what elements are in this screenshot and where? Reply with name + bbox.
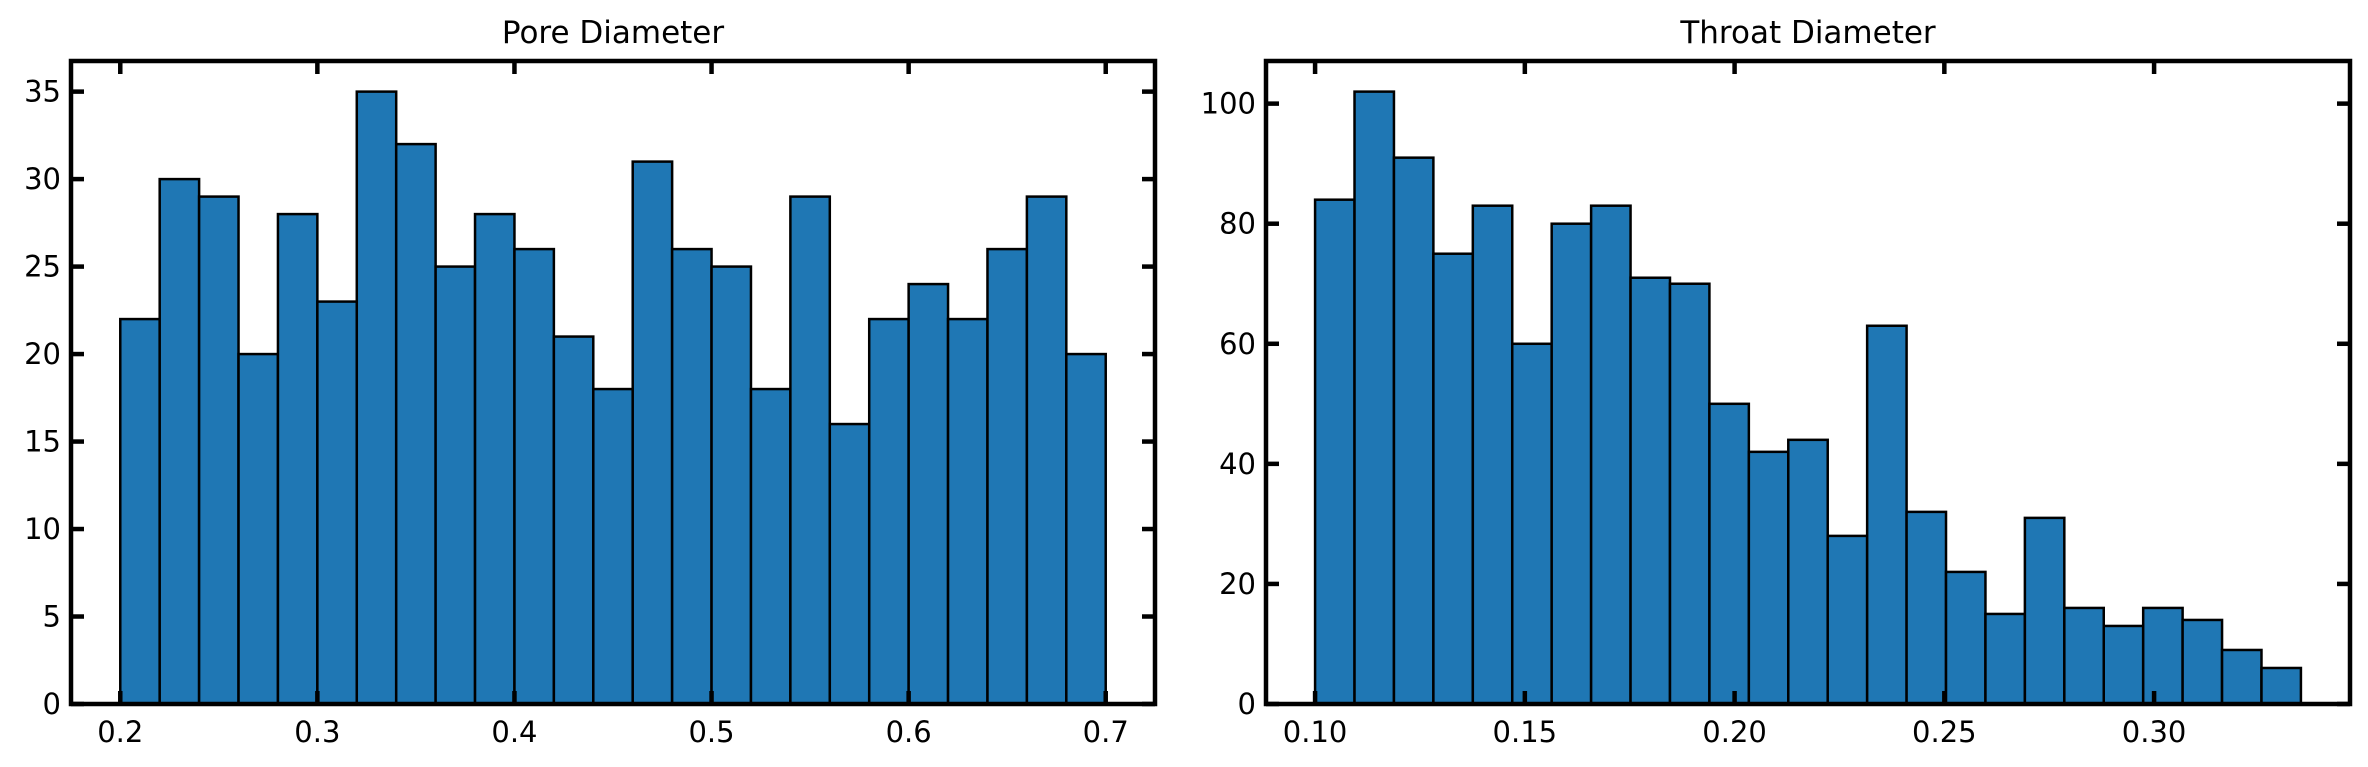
pore-diameter-ytick-label: 10 [24, 512, 61, 546]
pore-diameter-bar [867, 317, 910, 706]
pore-diameter-bar [789, 195, 832, 706]
pore-diameter-bar [1025, 195, 1068, 706]
pore-diameter-bar [434, 265, 477, 706]
pore-diameter-bar [119, 317, 161, 706]
pore-diameter-ytick-label: 25 [24, 250, 61, 284]
throat-diameter-bar [1905, 510, 1948, 706]
pore-diameter-ytick-label: 15 [24, 425, 61, 459]
pore-diameter-bar [710, 265, 753, 706]
pore-diameter-bar [197, 195, 240, 706]
throat-diameter-bar [1865, 324, 1908, 706]
throat-diameter-bar [2023, 516, 2066, 706]
pore-diameter-bar [158, 177, 201, 706]
pore-diameter-bar [552, 335, 595, 706]
pore-diameter-axes-frame [68, 58, 1158, 707]
pore-diameter-title: Pore Diameter [502, 15, 725, 51]
pore-diameter-bar [237, 352, 280, 706]
throat-diameter-ytick-label: 100 [1201, 87, 1256, 121]
pore-diameter-bar [316, 300, 359, 706]
pore-diameter-bar [473, 212, 516, 706]
pore-diameter-bar [276, 212, 319, 706]
throat-diameter-bar [2141, 606, 2184, 706]
throat-diameter-xtick-label: 0.25 [1912, 715, 1977, 749]
pore-diameter-bar [749, 387, 792, 706]
throat-diameter-bar [1432, 252, 1475, 706]
pore-diameter-panel: Pore Diameter 0.2 0.3 0.4 0.5 0.6 0.7 0 5 10 15 20 2… [24, 15, 1158, 749]
pore-diameter-ytick-label: 5 [43, 600, 61, 634]
throat-diameter-title: Throat Diameter [1679, 15, 1936, 51]
throat-diameter-bar [1668, 282, 1711, 706]
pore-diameter-xtick-label: 0.4 [491, 715, 537, 749]
throat-diameter-ytick-label: 80 [1219, 207, 1256, 241]
throat-diameter-bar [1353, 90, 1396, 706]
throat-diameter-bar [1629, 276, 1672, 706]
pore-diameter-xtick-label: 0.6 [886, 715, 932, 749]
pore-diameter-ytick-label: 35 [24, 75, 61, 109]
throat-diameter-bar [1313, 198, 1356, 706]
pore-diameter-ytick-label: 0 [43, 687, 61, 721]
pore-diameter-bar [355, 90, 398, 706]
pore-diameter-bar [828, 422, 871, 706]
pore-diameter-bar [946, 317, 989, 706]
throat-diameter-ytick-label: 60 [1219, 327, 1256, 361]
throat-diameter-bar [2063, 606, 2106, 706]
throat-diameter-bar [2102, 624, 2145, 706]
throat-diameter-bar [1984, 612, 2027, 706]
pore-diameter-ytick-label: 30 [24, 162, 61, 196]
throat-diameter-axes-frame [1263, 58, 2353, 707]
pore-diameter-bar [513, 247, 556, 706]
throat-diameter-bar [1392, 156, 1435, 706]
throat-diameter-xtick-label: 0.30 [2122, 715, 2187, 749]
throat-diameter-bar [1747, 450, 1790, 706]
throat-diameter-xtick-label: 0.20 [1702, 715, 1767, 749]
throat-diameter-panel: Throat Diameter 0.10 0.15 0.20 0.25 0.30 0 20 40… [1201, 15, 2353, 749]
pore-diameter-xtick-label: 0.2 [97, 715, 143, 749]
throat-diameter-ytick-label: 0 [1238, 687, 1256, 721]
throat-diameter-xtick-label: 0.15 [1493, 715, 1558, 749]
pore-diameter-bar [986, 247, 1029, 706]
pore-diameter-xtick-label: 0.5 [688, 715, 734, 749]
pore-diameter-xtick-label: 0.3 [294, 715, 340, 749]
pore-diameter-bar [670, 247, 713, 706]
throat-diameter-bar [1787, 438, 1829, 706]
pore-diameter-bar [592, 387, 634, 706]
throat-diameter-bar [2181, 618, 2224, 706]
throat-diameter-bar [1471, 204, 1514, 706]
pore-diameter-bar [631, 160, 674, 706]
throat-diameter-bar [1944, 570, 1987, 706]
pore-diameter-bar [907, 282, 950, 706]
pore-diameter-xtick-label: 0.7 [1083, 715, 1129, 749]
pore-diameter-bar [394, 142, 437, 706]
throat-diameter-bar [1550, 222, 1593, 706]
throat-diameter-ytick-label: 20 [1219, 567, 1256, 601]
throat-diameter-bar [1708, 402, 1751, 706]
throat-diameter-ytick-label: 40 [1219, 447, 1256, 481]
pore-diameter-bar [1065, 352, 1107, 706]
throat-diameter-bar [2260, 666, 2303, 706]
throat-diameter-xtick-label: 0.10 [1283, 715, 1348, 749]
throat-diameter-bar [1510, 342, 1553, 706]
throat-diameter-bar [1589, 204, 1632, 706]
throat-diameter-bar [1826, 534, 1869, 706]
throat-diameter-bar [2220, 648, 2263, 706]
pore-diameter-ytick-label: 20 [24, 337, 61, 371]
